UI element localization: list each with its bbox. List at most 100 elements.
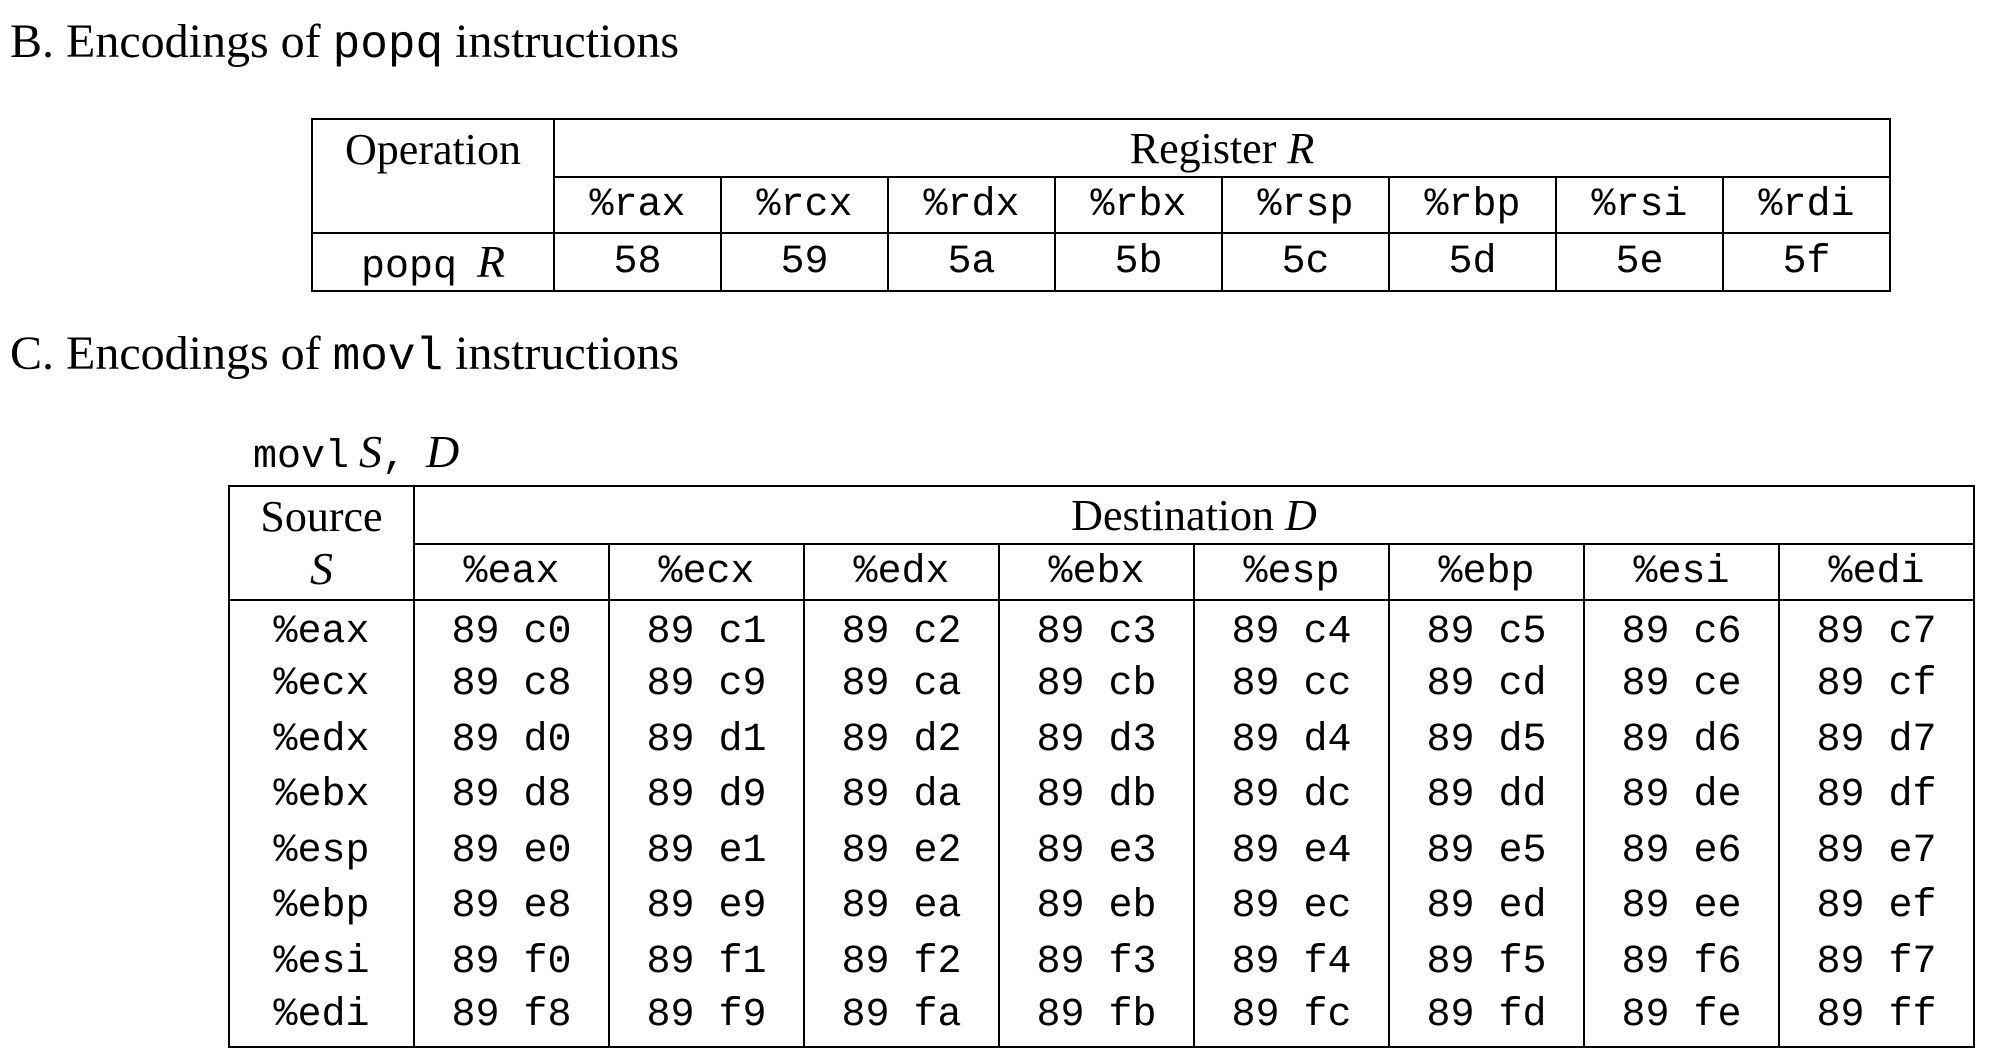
table-row: %edx 89 d0 89 d1 89 d2 89 d3 89 d4 89 d5 89 d6 8… (228, 712, 1975, 768)
destination-cell: %eax (413, 543, 610, 601)
encoding-cell: 89 c9 (608, 657, 805, 713)
register-cell: %rax (553, 176, 722, 234)
encoding-cell: 89 e9 (608, 879, 805, 935)
destination-var: D (1285, 490, 1317, 540)
movl-caption-code: movl (253, 435, 350, 480)
movl-caption: movl S, D (253, 424, 459, 486)
encoding-cell: 89 c3 (998, 600, 1195, 657)
movl-table-body: %eax 89 c0 89 c1 89 c2 89 c3 89 c4 89 c5 89 c6 8… (228, 600, 1975, 1048)
section-b-suffix: instructions (443, 15, 680, 68)
movl-caption-src: S (359, 426, 383, 477)
table-row: %ebp 89 e8 89 e9 89 ea 89 eb 89 ec 89 ed 89 ee 8… (228, 879, 1975, 935)
encoding-cell: 5f (1722, 232, 1891, 292)
encoding-cell: 89 f7 (1778, 934, 1975, 990)
encoding-cell: 89 e5 (1388, 823, 1585, 879)
encoding-cell: 89 dd (1388, 768, 1585, 824)
encoding-cell: 89 ea (803, 879, 1000, 935)
source-cell: %edx (228, 712, 415, 768)
register-cell: %rbp (1388, 176, 1557, 234)
register-var: R (1287, 123, 1315, 173)
section-c-code: movl (332, 331, 444, 383)
encoding-cell: 89 e8 (413, 879, 610, 935)
section-c-prefix: C. Encodings of (10, 327, 333, 380)
encoding-cell: 89 d1 (608, 712, 805, 768)
table-row: %esp 89 e0 89 e1 89 e2 89 e3 89 e4 89 e5 89 e6 8… (228, 823, 1975, 879)
destination-cell: %ebp (1388, 543, 1585, 601)
source-cell: %edi (228, 990, 415, 1048)
encoding-cell: 89 da (803, 768, 1000, 824)
encoding-cell: 89 c4 (1193, 600, 1390, 657)
encoding-cell: 89 c6 (1583, 600, 1780, 657)
encoding-cell: 89 f0 (413, 934, 610, 990)
encoding-cell: 89 c8 (413, 657, 610, 713)
register-header: Register R (553, 118, 1891, 178)
encoding-cell: 89 cb (998, 657, 1195, 713)
encoding-cell: 89 d4 (1193, 712, 1390, 768)
encoding-cell: 89 d3 (998, 712, 1195, 768)
encoding-cell: 89 cd (1388, 657, 1585, 713)
encoding-cell: 89 c5 (1388, 600, 1585, 657)
encoding-cell: 89 db (998, 768, 1195, 824)
encoding-cell: 89 eb (998, 879, 1195, 935)
encoding-cell: 89 d2 (803, 712, 1000, 768)
encoding-cell: 89 f8 (413, 990, 610, 1048)
encoding-cell: 89 ed (1388, 879, 1585, 935)
source-cell: %ecx (228, 657, 415, 713)
encoding-cell: 89 fa (803, 990, 1000, 1048)
encoding-cell: 89 f1 (608, 934, 805, 990)
encoding-cell: 89 ce (1583, 657, 1780, 713)
source-var: S (310, 542, 333, 594)
table-row: %eax 89 c0 89 c1 89 c2 89 c3 89 c4 89 c5 89 c6 8… (228, 600, 1975, 657)
encoding-cell: 89 df (1778, 768, 1975, 824)
table-row: %ecx 89 c8 89 c9 89 ca 89 cb 89 cc 89 cd 89 ce 8… (228, 657, 1975, 713)
encoding-cell: 89 f9 (608, 990, 805, 1048)
movl-caption-dst: D (426, 426, 460, 477)
encoding-cell: 89 e2 (803, 823, 1000, 879)
section-c-heading: C. Encodings of movl instructions (10, 326, 679, 385)
encoding-cell: 89 dc (1193, 768, 1390, 824)
destination-cell: %ecx (608, 543, 805, 601)
encoding-cell: 89 fb (998, 990, 1195, 1048)
encoding-cell: 89 e0 (413, 823, 610, 879)
popq-op-cell: popq R (311, 232, 555, 292)
encoding-cell: 5a (887, 232, 1056, 292)
source-header: Source S (228, 485, 415, 601)
encoding-cell: 89 d5 (1388, 712, 1585, 768)
register-cell: %rsi (1555, 176, 1724, 234)
encoding-cell: 5d (1388, 232, 1557, 292)
encoding-cell: 89 ca (803, 657, 1000, 713)
table-row: %edi 89 f8 89 f9 89 fa 89 fb 89 fc 89 fd 89 fe 8… (228, 990, 1975, 1048)
encoding-cell: 59 (720, 232, 889, 292)
register-row: %rax %rcx %rdx %rbx %rsp %rbp %rsi %rdi (312, 176, 1891, 234)
destination-cell: %esp (1193, 543, 1390, 601)
destination-cell: %ebx (998, 543, 1195, 601)
encoding-cell: 5e (1555, 232, 1724, 292)
encoding-cell: 89 e7 (1778, 823, 1975, 879)
source-cell: %eax (228, 600, 415, 657)
encoding-cell: 89 c1 (608, 600, 805, 657)
encoding-cell: 89 ec (1193, 879, 1390, 935)
encoding-cell: 89 ee (1583, 879, 1780, 935)
section-c-suffix: instructions (443, 327, 680, 380)
section-b-code: popq (332, 19, 444, 71)
operation-header: Operation (311, 118, 555, 234)
encoding-cell: 89 f6 (1583, 934, 1780, 990)
encoding-cell: 89 c2 (803, 600, 1000, 657)
section-b-prefix: B. Encodings of (10, 15, 333, 68)
encoding-cell: 89 e1 (608, 823, 805, 879)
encoding-cell: 89 cc (1193, 657, 1390, 713)
encoding-cell: 89 e3 (998, 823, 1195, 879)
encoding-cell: 89 f5 (1388, 934, 1585, 990)
destination-header: Destination D (413, 485, 1975, 545)
encoding-cell: 5c (1221, 232, 1390, 292)
source-cell: %esi (228, 934, 415, 990)
movl-caption-sep: , (382, 435, 407, 480)
table-row: %ebx 89 d8 89 d9 89 da 89 db 89 dc 89 dd 89 de 8… (228, 768, 1975, 824)
register-cell: %rdi (1722, 176, 1891, 234)
section-b-heading: B. Encodings of popq instructions (10, 14, 679, 73)
encoding-cell: 89 ff (1778, 990, 1975, 1048)
encoding-cell: 89 e6 (1583, 823, 1780, 879)
encoding-cell: 89 fe (1583, 990, 1780, 1048)
destination-row: %eax %ecx %edx %ebx %esp %ebp %esi %edi (229, 543, 1975, 601)
encoding-cell: 89 ef (1778, 879, 1975, 935)
